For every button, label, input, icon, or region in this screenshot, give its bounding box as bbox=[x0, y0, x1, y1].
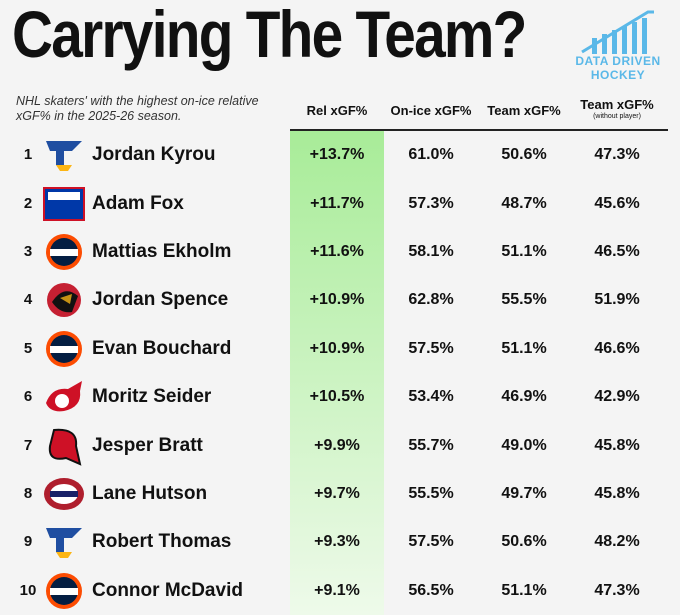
column-header: Team xGF% bbox=[580, 97, 654, 112]
player-name: Evan Bouchard bbox=[92, 337, 232, 359]
player-name: Adam Fox bbox=[92, 192, 184, 214]
cell: 45.8% bbox=[594, 436, 640, 454]
team-logo-art bbox=[46, 381, 82, 412]
logo-text: DATA DRIVEN bbox=[575, 54, 661, 68]
team-logo bbox=[42, 184, 86, 229]
rank: 9 bbox=[23, 533, 33, 551]
team-logo-art bbox=[47, 283, 81, 318]
cell: 45.8% bbox=[594, 485, 640, 502]
cell: 49.0% bbox=[501, 436, 547, 454]
column-header: On-ice xGF% bbox=[390, 103, 472, 118]
column-header: Team xGF% bbox=[487, 103, 561, 118]
team-logo-art bbox=[43, 186, 85, 221]
team-logo-art bbox=[46, 234, 82, 270]
cell: 47.3% bbox=[594, 581, 640, 599]
cell: 42.9% bbox=[594, 388, 640, 406]
player-name: Jordan Kyrou bbox=[92, 144, 216, 166]
cell: 46.9% bbox=[501, 388, 547, 406]
player-name: Jordan Spence bbox=[92, 289, 229, 311]
player-name: Jesper Bratt bbox=[92, 434, 203, 456]
cell: 61.0% bbox=[408, 146, 454, 164]
cell: 55.5% bbox=[501, 291, 547, 309]
title: Carrying The Team? bbox=[12, 0, 527, 71]
cell: 57.5% bbox=[408, 533, 454, 551]
player-name: Mattias Ekholm bbox=[92, 241, 232, 262]
cell: 58.1% bbox=[408, 243, 454, 260]
player-name: Lane Hutson bbox=[92, 483, 208, 504]
cell: 49.7% bbox=[501, 485, 547, 502]
cell: 46.6% bbox=[594, 339, 640, 357]
rel-column-shade bbox=[290, 131, 384, 615]
cell: 50.6% bbox=[501, 533, 547, 551]
team-logo-art bbox=[46, 572, 82, 609]
cell: +10.5% bbox=[309, 388, 365, 406]
rank: 6 bbox=[23, 388, 33, 406]
cell: +10.9% bbox=[309, 291, 365, 309]
cell: 51.1% bbox=[501, 581, 547, 599]
rank: 2 bbox=[23, 194, 33, 212]
team-logo-art bbox=[46, 330, 82, 367]
rank: 3 bbox=[23, 243, 33, 260]
cell: 57.3% bbox=[408, 194, 454, 212]
team-logo bbox=[42, 232, 86, 277]
rank: 1 bbox=[23, 146, 33, 164]
cell: 55.5% bbox=[408, 485, 454, 502]
cell: +9.1% bbox=[314, 581, 360, 599]
cell: +13.7% bbox=[309, 146, 365, 164]
header-rule bbox=[290, 129, 668, 131]
cell: 57.5% bbox=[408, 339, 454, 357]
cell: 53.4% bbox=[408, 388, 454, 406]
team-logo bbox=[42, 426, 86, 471]
team-logo bbox=[42, 377, 86, 422]
cell: 47.3% bbox=[594, 146, 640, 164]
subtitle: NHL skaters' with the highest on-ice rel… bbox=[16, 94, 259, 123]
cell: 51.1% bbox=[501, 243, 547, 260]
player-name: Moritz Seider bbox=[92, 386, 212, 408]
team-logo bbox=[42, 571, 86, 615]
cell: 45.6% bbox=[594, 194, 640, 212]
cell: 50.6% bbox=[501, 146, 547, 164]
cell: 51.9% bbox=[594, 291, 640, 309]
player-name: Connor McDavid bbox=[92, 579, 243, 601]
logo-bars bbox=[581, 10, 654, 54]
team-logo-art bbox=[48, 428, 82, 466]
team-logo bbox=[42, 522, 86, 567]
cell: 48.2% bbox=[594, 533, 640, 551]
cell: 56.5% bbox=[408, 581, 454, 599]
cell: 62.8% bbox=[408, 291, 454, 309]
rank: 5 bbox=[23, 339, 33, 357]
cell: +9.3% bbox=[314, 533, 360, 551]
team-logo bbox=[42, 280, 86, 325]
cell: +10.9% bbox=[309, 339, 365, 357]
cell: 46.5% bbox=[594, 243, 640, 260]
cell: +11.6% bbox=[310, 243, 364, 260]
rank: 7 bbox=[23, 436, 33, 454]
cell: +9.7% bbox=[314, 485, 360, 502]
cell: +9.9% bbox=[314, 436, 360, 454]
rank: 10 bbox=[19, 581, 37, 599]
column-header: Rel xGF% bbox=[306, 103, 368, 118]
team-logo-art bbox=[44, 478, 84, 510]
team-logo bbox=[42, 474, 86, 519]
logo-text: HOCKEY bbox=[590, 68, 646, 82]
cell: 51.1% bbox=[501, 339, 547, 357]
team-logo bbox=[42, 135, 86, 180]
cell: +11.7% bbox=[310, 194, 364, 212]
team-logo-art bbox=[46, 141, 82, 172]
cell: 48.7% bbox=[501, 194, 547, 212]
team-logo-art bbox=[46, 528, 82, 559]
team-logo bbox=[42, 329, 86, 374]
rank: 8 bbox=[23, 485, 33, 502]
column-note: (without player) bbox=[593, 113, 641, 120]
player-name: Robert Thomas bbox=[92, 531, 232, 553]
rank: 4 bbox=[23, 291, 33, 309]
cell: 55.7% bbox=[408, 436, 454, 454]
